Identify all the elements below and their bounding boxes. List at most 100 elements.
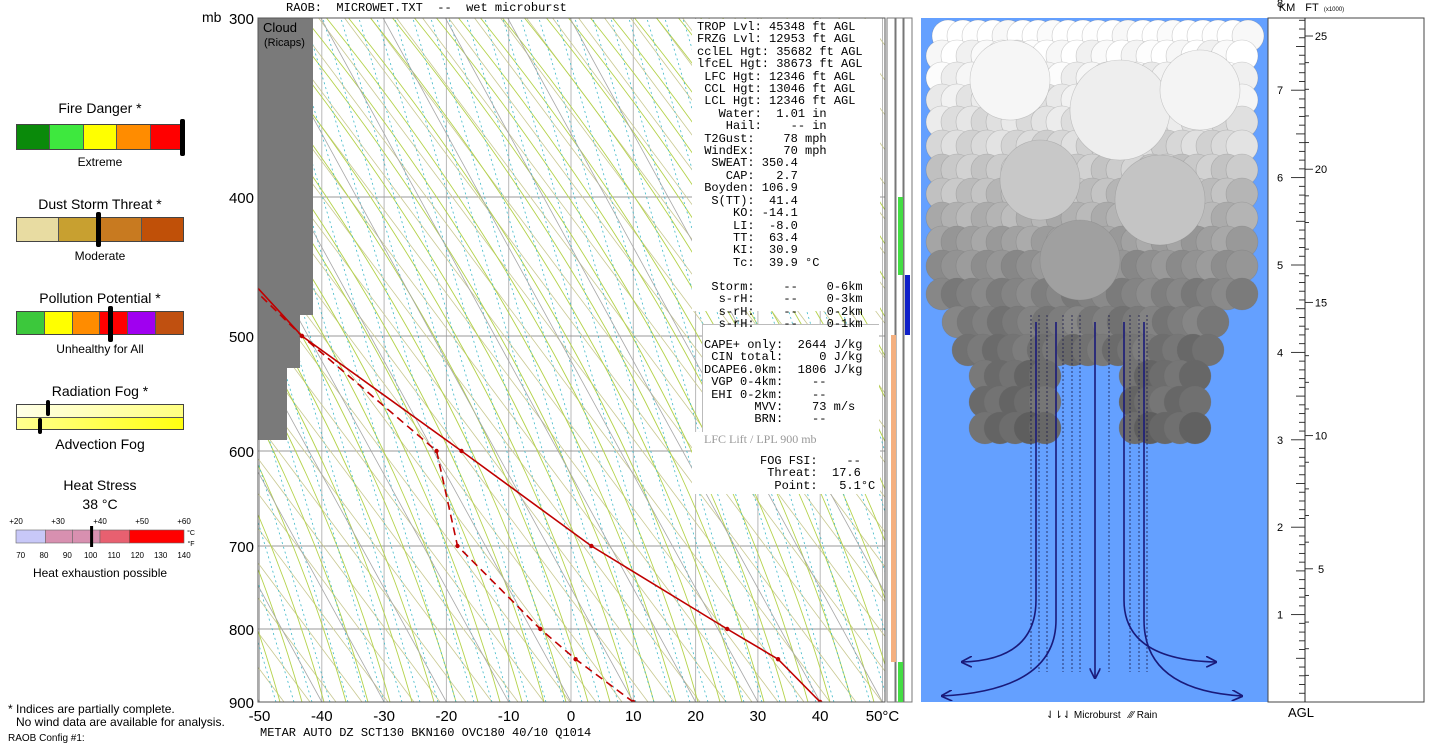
dewpoint-point	[239, 275, 243, 279]
pollution-level: Unhealthy for All	[56, 342, 144, 356]
cloud-puff	[1225, 277, 1259, 311]
height-scale: 1 2 3 4 5 6 7 8 5 10 15 20 25 KM FT (x1000) AGL	[1267, 0, 1425, 720]
fahrenheit-tick-label: 140	[177, 551, 191, 560]
cloud-puff	[1225, 249, 1259, 283]
temperature-tick-label: -30	[373, 708, 395, 725]
temperature-point	[775, 657, 781, 662]
layer-bar-frame	[895, 17, 904, 703]
moist-adiabat	[0, 18, 148, 702]
celsius-tick-label: +50	[135, 517, 149, 526]
dry-adiabat	[258, 666, 285, 702]
dry-adiabat	[258, 388, 493, 702]
moist-adiabat	[258, 629, 281, 702]
dust-storm-marker	[96, 212, 102, 247]
celsius-tick-label: +40	[93, 517, 107, 526]
storm-index-line: s-rH: -- 0-2km	[697, 304, 863, 319]
cape-index-line: MVV: 73 m/s	[704, 400, 856, 415]
moist-adiabat	[258, 160, 523, 702]
heat-stress-title: Heat Stress	[63, 477, 137, 493]
dewpoint-point	[538, 626, 543, 632]
temperature-tick-label: -20	[436, 708, 458, 725]
moist-adiabat	[258, 225, 479, 702]
moist-adiabat	[258, 513, 325, 702]
dry-adiabat	[370, 18, 883, 702]
sounding-series	[239, 275, 823, 702]
storm-index-line: Storm: -- 0-6km	[697, 280, 863, 294]
footnote-partial: * Indices are partially complete.	[8, 702, 175, 716]
moist-adiabat	[0, 18, 60, 702]
layer-bars	[886, 17, 913, 703]
celsius-unit: °C	[187, 529, 195, 537]
fog-segment-1	[17, 417, 183, 429]
moist-adiabat	[348, 18, 721, 702]
dewpoint-point	[299, 333, 305, 339]
cape-panel	[702, 324, 879, 433]
cloud-label: Cloud	[263, 20, 297, 35]
index-line: cclEL Hgt: 35682 ft AGL	[697, 44, 863, 59]
isotherm-gridline	[258, 243, 510, 702]
mixing-ratio-line	[340, 18, 547, 702]
temperature-point	[818, 699, 823, 702]
cloud-column	[258, 18, 313, 440]
ft-tick-label: 5	[1318, 564, 1324, 576]
moist-adiabat	[258, 567, 303, 702]
temperature-tick-label: -50	[249, 708, 271, 725]
index-line: T2Gust: 78 mph	[697, 131, 827, 146]
isotherm-gridline	[0, 18, 135, 702]
fog-panel	[692, 432, 880, 494]
moist-adiabat	[258, 335, 413, 702]
heat-stress-scale: +20 +30 +40 +50 +60 °C °F 70 80 90 100 110 120 130 140	[9, 517, 195, 560]
temperature-point	[246, 275, 250, 279]
mixing-ratio-line	[0, 18, 6, 702]
fire-danger-segment-1	[50, 125, 84, 149]
dust-storm-segment-2	[100, 218, 143, 241]
ft-tick-label: 25	[1315, 31, 1327, 43]
mixing-ratio-line	[0, 18, 150, 702]
index-line: LCL Hgt: 12346 ft AGL	[697, 94, 856, 109]
cape-index-line: DCAPE6.0km: 1806 J/kg	[704, 362, 863, 377]
km-tick-label: 8	[1277, 0, 1283, 10]
mixing-ratio-line	[17, 18, 222, 702]
layer-bar-green	[898, 662, 903, 702]
fog-bar	[16, 404, 184, 430]
fahrenheit-tick-label: 120	[131, 551, 145, 560]
cape-index-line: EHI 0-2km: --	[704, 387, 827, 402]
index-line: FRZG Lvl: 12953 ft AGL	[697, 32, 856, 47]
index-line: Boyden: 106.9	[697, 181, 798, 196]
isotherm-gridline	[0, 18, 73, 702]
cloud-simulation	[921, 18, 1268, 702]
moist-adiabat	[258, 463, 347, 702]
ft-axis-label: FT	[1305, 2, 1319, 14]
dewpoint-point	[573, 657, 578, 662]
pollution-segment-5	[156, 312, 183, 334]
layer-bar-blue	[905, 275, 910, 335]
cloud-puff	[1028, 411, 1062, 445]
layer-bar-green	[898, 197, 903, 275]
fahrenheit-tick-label: 130	[154, 551, 168, 560]
fire-danger-title: Fire Danger *	[58, 100, 142, 116]
index-line: KO: -14.1	[697, 206, 798, 221]
advection-fog-level: Advection Fog	[55, 436, 145, 452]
heat-stress-note: Heat exhaustion possible	[32, 566, 168, 580]
cloud-puff	[1069, 59, 1171, 161]
mixing-ratio-line	[394, 18, 601, 702]
indices-list: TROP Lvl: 45348 ft AGL FRZG Lvl: 12953 ft…	[697, 21, 863, 270]
km-tick-label: 1	[1277, 610, 1283, 622]
mixing-ratio-line	[610, 18, 817, 702]
ft-tick-label: 10	[1315, 431, 1327, 443]
moist-adiabat	[258, 260, 457, 702]
dry-adiabat	[0, 18, 232, 702]
dry-adiabat	[258, 492, 415, 702]
radiation-fog-title: Radiation Fog *	[51, 383, 149, 399]
fahrenheit-tick-label: 80	[40, 551, 49, 560]
moist-adiabat	[436, 18, 809, 702]
fog-list: FOG FSI: -- Threat: 17.6 Point: 5.1°C	[760, 455, 875, 493]
index-line: WindEx: 70 mph	[697, 144, 827, 159]
dry-adiabat	[266, 18, 779, 702]
mixing-ratio-line	[35, 18, 240, 702]
plot-frame	[257, 17, 886, 703]
index-line: LI: -8.0	[697, 218, 798, 233]
mixing-ratio-line	[538, 18, 745, 702]
pollution-segment-2	[72, 312, 101, 334]
mixing-ratio-line	[646, 18, 853, 702]
